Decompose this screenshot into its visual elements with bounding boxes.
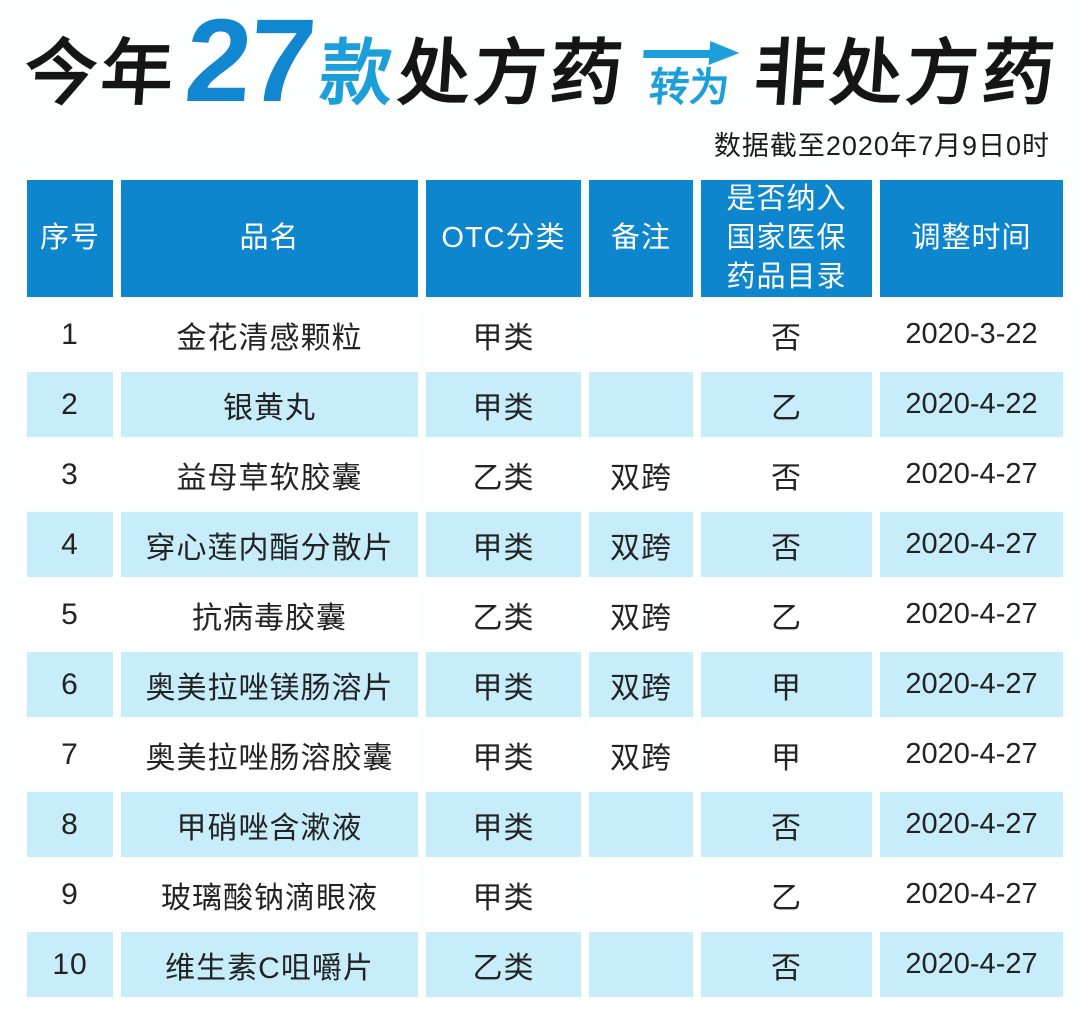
cell-index: 5 xyxy=(27,582,113,648)
cell-index: 3 xyxy=(27,442,113,508)
cell-adjust-date: 2020-3-22 xyxy=(880,302,1063,368)
cell-remark: 双跨 xyxy=(589,582,693,648)
table-row: 3 益母草软胶囊 乙类 双跨否 2020-4-27 xyxy=(27,442,1063,508)
column-header-index: 序号 xyxy=(27,180,113,298)
page-title: 今年 27 款 处方药 转为 非处方药 xyxy=(0,0,1080,128)
cell-medicare: 否 xyxy=(701,302,872,368)
cell-medicare: 乙 xyxy=(701,582,872,648)
cell-index: 1 xyxy=(27,302,113,368)
cell-index: 6 xyxy=(27,652,113,718)
cell-remark xyxy=(589,932,693,998)
cell-otc-class: 乙类 xyxy=(426,582,581,648)
table-row: 10 维生素C咀嚼片 乙类 否 2020-4-27 xyxy=(27,932,1063,998)
title-count: 27 xyxy=(181,0,318,128)
cell-medicare: 乙 xyxy=(701,372,872,438)
cell-medicare: 甲 xyxy=(701,722,872,788)
cell-drug-name: 益母草软胶囊 xyxy=(121,442,418,508)
cell-otc-class: 甲类 xyxy=(426,652,581,718)
cell-otc-class: 甲类 xyxy=(426,792,581,858)
cell-remark: 双跨 xyxy=(589,722,693,788)
cell-medicare: 甲 xyxy=(701,652,872,718)
data-cutoff-caption: 数据截至2020年7月9日0时 xyxy=(713,131,1050,161)
column-header-drug-name: 品名 xyxy=(121,180,418,298)
cell-adjust-date: 2020-4-27 xyxy=(880,862,1063,928)
cell-drug-name: 抗病毒胶囊 xyxy=(121,582,418,648)
cell-otc-class: 甲类 xyxy=(426,372,581,438)
cell-index: 10 xyxy=(27,932,113,998)
table-header: 序号 品名 OTC分类 备注 是否纳入 国家医保 药品目录 调整时间 xyxy=(27,180,1063,298)
cell-adjust-date: 2020-4-27 xyxy=(880,442,1063,508)
arrow-label: 转为 xyxy=(647,66,731,110)
cell-medicare: 否 xyxy=(701,932,872,998)
table-row: 2 银黄丸 甲类 乙 2020-4-22 xyxy=(27,372,1063,438)
cell-drug-name: 奥美拉唑肠溶胶囊 xyxy=(121,722,418,788)
title-right-term: 非处方药 xyxy=(751,34,1062,114)
cell-medicare: 否 xyxy=(701,442,872,508)
table-row: 1 金花清感颗粒 甲类 否 2020-3-22 xyxy=(27,302,1063,368)
cell-otc-class: 甲类 xyxy=(426,722,581,788)
cell-remark xyxy=(589,302,693,368)
cell-index: 8 xyxy=(27,792,113,858)
title-count-suffix: 款 xyxy=(317,34,396,114)
table-row: 6 奥美拉唑镁肠溶片 甲类 双跨甲 2020-4-27 xyxy=(27,652,1063,718)
cell-drug-name: 玻璃酸钠滴眼液 xyxy=(121,862,418,928)
cell-otc-class: 甲类 xyxy=(426,302,581,368)
transition-arrow-group: 转为 xyxy=(638,39,743,110)
column-header-remark: 备注 xyxy=(589,180,693,298)
table-row: 5 抗病毒胶囊 乙类 双跨乙 2020-4-27 xyxy=(27,582,1063,648)
right-arrow-icon xyxy=(643,41,740,65)
cell-remark: 双跨 xyxy=(589,652,693,718)
column-header-adjust-date: 调整时间 xyxy=(880,180,1063,298)
cell-otc-class: 甲类 xyxy=(426,862,581,928)
cell-index: 9 xyxy=(27,862,113,928)
table-body: 1 金花清感颗粒 甲类否 2020-3-22 2 银黄丸 甲类乙 2020-4-22 3 益母草软… xyxy=(27,302,1063,998)
cell-adjust-date: 2020-4-27 xyxy=(880,512,1063,578)
table-row: 7 奥美拉唑肠溶胶囊 甲类 双跨甲 2020-4-27 xyxy=(27,722,1063,788)
cell-adjust-date: 2020-4-27 xyxy=(880,722,1063,788)
cell-drug-name: 奥美拉唑镁肠溶片 xyxy=(121,652,418,718)
cell-drug-name: 甲硝唑含漱液 xyxy=(121,792,418,858)
cell-drug-name: 穿心莲内酯分散片 xyxy=(121,512,418,578)
cell-otc-class: 乙类 xyxy=(426,932,581,998)
cell-index: 4 xyxy=(27,512,113,578)
column-header-otc-class: OTC分类 xyxy=(426,180,581,298)
title-prefix: 今年 xyxy=(22,34,180,114)
cell-drug-name: 金花清感颗粒 xyxy=(121,302,418,368)
cell-adjust-date: 2020-4-27 xyxy=(880,932,1063,998)
column-header-medicare: 是否纳入 国家医保 药品目录 xyxy=(701,180,872,298)
cell-remark xyxy=(589,862,693,928)
cell-medicare: 否 xyxy=(701,512,872,578)
cell-adjust-date: 2020-4-27 xyxy=(880,792,1063,858)
cell-adjust-date: 2020-4-22 xyxy=(880,372,1063,438)
cell-adjust-date: 2020-4-27 xyxy=(880,582,1063,648)
cell-remark: 双跨 xyxy=(589,512,693,578)
title-left-term: 处方药 xyxy=(395,34,630,114)
table-row: 8 甲硝唑含漱液 甲类 否 2020-4-27 xyxy=(27,792,1063,858)
cell-remark xyxy=(589,792,693,858)
table-row: 4 穿心莲内酯分散片 甲类 双跨否 2020-4-27 xyxy=(27,512,1063,578)
cell-otc-class: 乙类 xyxy=(426,442,581,508)
cell-remark: 双跨 xyxy=(589,442,693,508)
cell-otc-class: 甲类 xyxy=(426,512,581,578)
cell-adjust-date: 2020-4-27 xyxy=(880,652,1063,718)
cell-index: 7 xyxy=(27,722,113,788)
cell-medicare: 否 xyxy=(701,792,872,858)
cell-drug-name: 维生素C咀嚼片 xyxy=(121,932,418,998)
otc-drug-table: 序号 品名 OTC分类 备注 是否纳入 国家医保 药品目录 调整时间 1 金花清感… xyxy=(19,175,1071,1002)
cell-index: 2 xyxy=(27,372,113,438)
cell-remark xyxy=(589,372,693,438)
cell-medicare: 乙 xyxy=(701,862,872,928)
header-row: 序号 品名 OTC分类 备注 是否纳入 国家医保 药品目录 调整时间 xyxy=(27,180,1063,298)
table-row: 9 玻璃酸钠滴眼液 甲类 乙 2020-4-27 xyxy=(27,862,1063,928)
cell-drug-name: 银黄丸 xyxy=(121,372,418,438)
